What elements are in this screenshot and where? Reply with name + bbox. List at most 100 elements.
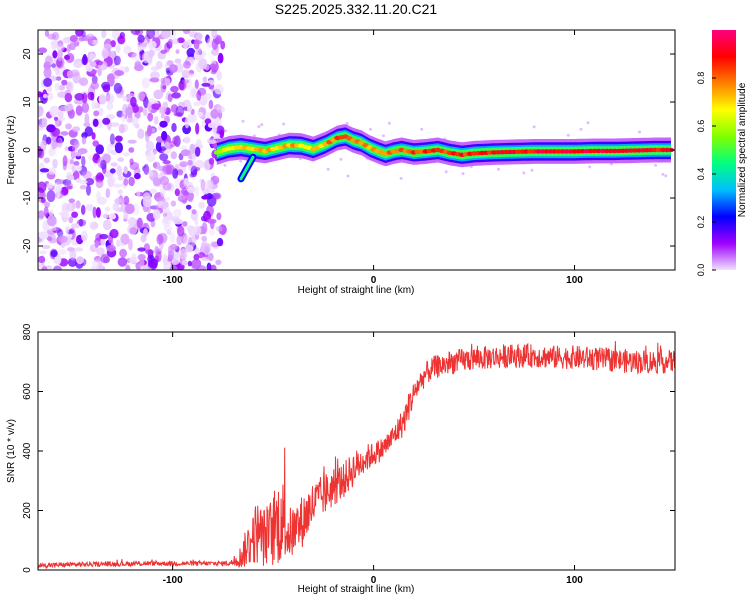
noise-blob [203, 159, 211, 171]
noise-blob [162, 164, 172, 176]
noise-blob [89, 221, 99, 231]
noise-blob [47, 167, 57, 175]
snr-y-label: SNR (10 * v/v) [6, 419, 17, 483]
noise-blob [154, 245, 160, 255]
noise-blob [137, 254, 146, 261]
noise-blob [149, 188, 157, 194]
noise-blob [71, 202, 77, 209]
noise-blob [113, 82, 123, 94]
noise-blob [65, 82, 72, 91]
noise-blob [56, 186, 61, 199]
noise-blob [179, 161, 188, 168]
noise-blob [191, 151, 196, 163]
noise-blob [183, 136, 191, 144]
noise-blob [102, 84, 111, 93]
noise-blob [167, 250, 175, 261]
noise-blob [194, 217, 199, 226]
noise-blob [38, 124, 44, 131]
noise-blob [38, 255, 46, 264]
noise-blob [100, 159, 107, 170]
noise-blob [50, 250, 58, 258]
noise-blob [211, 30, 218, 40]
noise-blob [198, 201, 205, 209]
noise-blob [62, 155, 68, 167]
noise-blob [193, 101, 201, 107]
noise-blob [204, 118, 212, 125]
noise-blob [75, 105, 83, 116]
noise-blob [79, 179, 88, 185]
noise-blob [211, 48, 219, 56]
noise-blob [202, 76, 208, 83]
noise-blob [208, 157, 215, 165]
noise-blob [181, 79, 190, 84]
noise-blob [193, 39, 200, 50]
noise-blob [98, 93, 107, 105]
noise-blob [183, 235, 192, 246]
noise-blob [94, 241, 99, 249]
noise-blob [143, 96, 149, 109]
noise-blob [106, 93, 115, 104]
noise-blob [171, 122, 177, 133]
noise-blob [110, 162, 118, 167]
noise-blob [101, 30, 107, 39]
noise-blob [187, 159, 193, 166]
spectrogram-x-ticks: -100 0 100 [163, 30, 583, 286]
noise-blob [147, 101, 152, 113]
noise-blob [100, 253, 109, 264]
noise-blob [75, 165, 82, 172]
colorbar: 0.0 0.2 0.4 0.6 0.8 Normalized spectral ampl… [696, 30, 748, 276]
noise-blob [38, 210, 45, 219]
noise-blob [57, 248, 67, 255]
noise-blob [193, 253, 200, 261]
noise-blob [121, 111, 126, 123]
noise-blob [132, 116, 139, 127]
noise-blob [170, 151, 177, 160]
noise-blob [216, 212, 222, 221]
noise-blob [207, 37, 213, 48]
noise-blob [218, 130, 225, 139]
noise-blob [85, 203, 94, 212]
noise-blob [39, 168, 50, 173]
noise-speck [522, 171, 526, 175]
noise-blob [39, 250, 47, 255]
noise-blob [213, 133, 221, 138]
noise-blob [106, 114, 116, 120]
noise-blob [86, 33, 95, 39]
noise-blob [57, 49, 63, 59]
noise-blob [134, 64, 144, 72]
noise-blob [183, 178, 188, 187]
noise-blob [92, 140, 99, 147]
noise-blob [64, 54, 70, 61]
spectrogram-y-label: Frequency (Hz) [6, 116, 17, 185]
noise-blob [123, 166, 128, 175]
noise-blob [114, 142, 123, 154]
noise-blob [131, 252, 137, 263]
snr-y-tick-label: 0 [22, 567, 33, 573]
noise-blob [102, 213, 109, 219]
noise-blob [54, 253, 62, 265]
noise-blob [208, 228, 215, 236]
noise-blob [42, 265, 48, 270]
figure-title: S225.2025.332.11.20.C21 [275, 1, 438, 17]
noise-blob [152, 209, 161, 221]
noise-blob [81, 30, 86, 38]
noise-blob [143, 163, 150, 176]
noise-blob [164, 196, 171, 201]
noise-blob [79, 184, 87, 190]
noise-blob [123, 178, 129, 186]
noise-blob [200, 179, 206, 191]
noise-blob [114, 70, 124, 76]
noise-blob [172, 136, 178, 145]
noise-speck [654, 163, 658, 167]
noise-blob [187, 186, 196, 194]
snr-y-tick-label: 600 [22, 383, 33, 400]
noise-blob [88, 39, 93, 45]
noise-speck [399, 177, 403, 180]
noise-blob [201, 222, 208, 235]
noise-blob [103, 43, 112, 50]
noise-blob [104, 206, 111, 212]
noise-speck [588, 165, 592, 169]
noise-blob [80, 204, 86, 215]
